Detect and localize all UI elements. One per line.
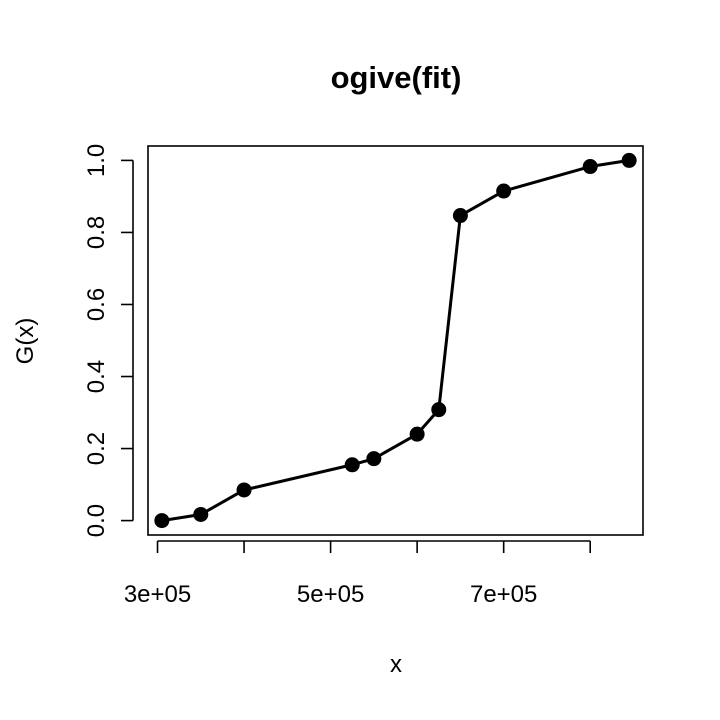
data-point — [582, 159, 598, 175]
chart-title: ogive(fit) — [331, 60, 462, 95]
x-tick-label: 7e+05 — [470, 581, 537, 608]
plot-frame — [147, 145, 644, 536]
y-tick-label: 0.2 — [83, 432, 110, 465]
x-axis: 3e+05 5e+05 7e+05 — [124, 540, 592, 608]
data-point — [621, 152, 637, 168]
series-layer — [154, 152, 637, 529]
data-point — [431, 402, 447, 418]
y-axis-label: G(x) — [12, 318, 39, 365]
series-line — [161, 158, 630, 523]
data-point — [344, 457, 360, 473]
data-point — [409, 426, 425, 442]
data-point — [366, 451, 382, 467]
y-tick-label: 0.8 — [83, 216, 110, 249]
y-tick-label: 0.4 — [83, 360, 110, 393]
data-point — [193, 506, 209, 522]
x-tick-label: 5e+05 — [297, 581, 364, 608]
y-tick-label: 0.0 — [83, 504, 110, 537]
y-tick-label: 1.0 — [83, 144, 110, 177]
x-axis-label: x — [390, 651, 402, 678]
data-point — [236, 482, 252, 498]
data-point — [154, 513, 170, 529]
y-tick-label: 0.6 — [83, 288, 110, 321]
x-tick-label: 3e+05 — [124, 581, 191, 608]
data-point — [496, 183, 512, 199]
data-point — [452, 208, 468, 224]
y-axis: 0.0 0.2 0.4 0.6 0.8 1.0 — [83, 144, 134, 537]
